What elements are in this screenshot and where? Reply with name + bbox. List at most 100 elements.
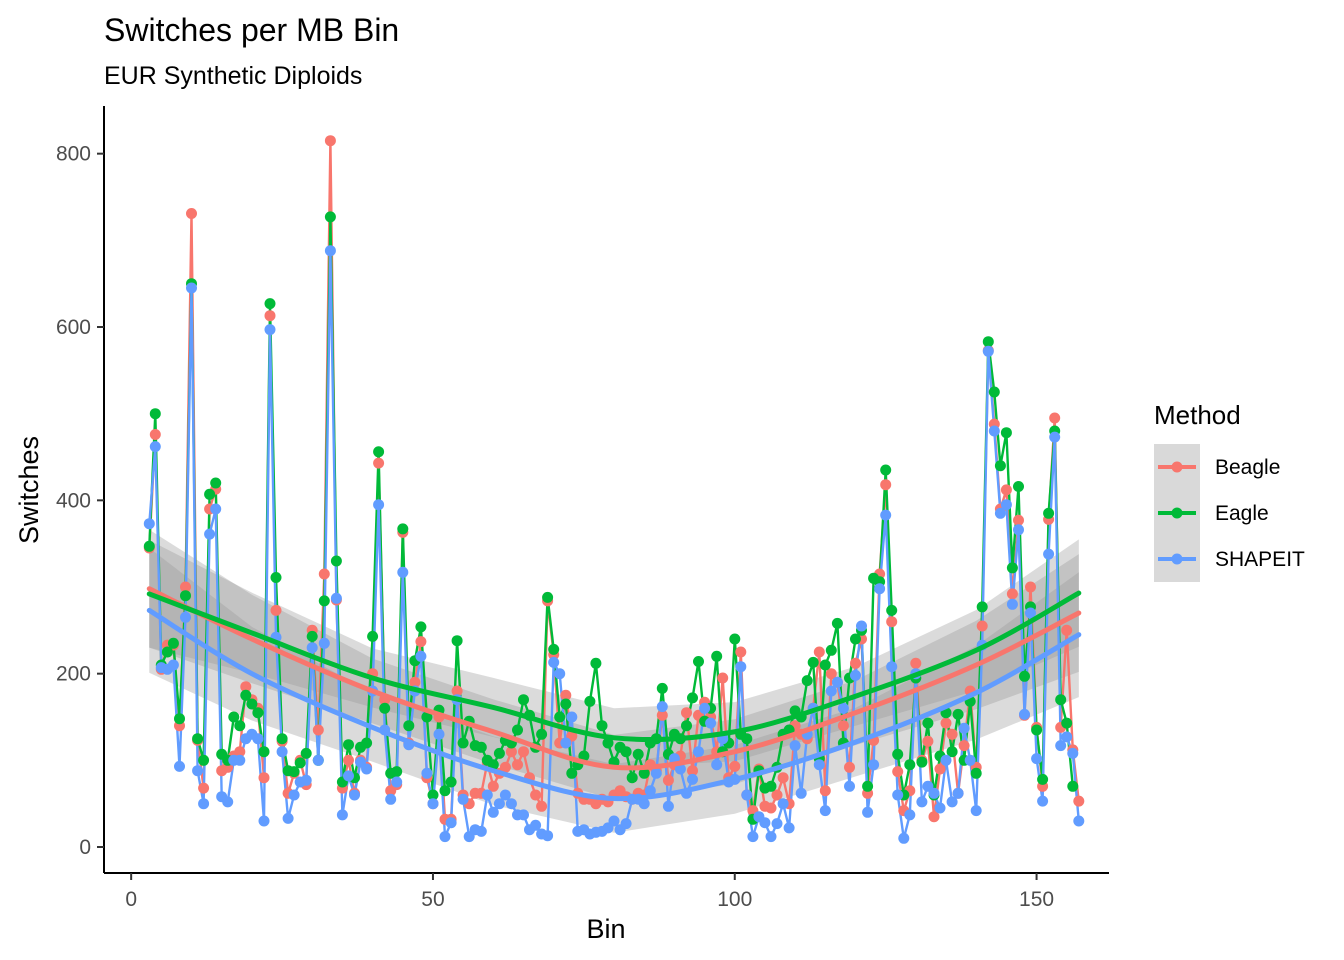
data-point-shapeit bbox=[560, 737, 572, 749]
x-tick-label: 150 bbox=[1019, 888, 1054, 911]
data-point-eagle bbox=[687, 692, 698, 704]
data-point-eagle bbox=[294, 757, 306, 769]
data-point-shapeit bbox=[705, 717, 717, 729]
data-point-shapeit bbox=[1073, 815, 1085, 827]
data-point-eagle bbox=[988, 386, 1000, 398]
data-point-beagle bbox=[1013, 514, 1024, 526]
data-point-shapeit bbox=[662, 800, 674, 812]
data-point-beagle bbox=[656, 709, 668, 721]
data-point-eagle bbox=[379, 702, 391, 714]
data-point-beagle bbox=[487, 780, 499, 792]
data-point-beagle bbox=[687, 765, 698, 777]
data-point-eagle bbox=[620, 746, 632, 758]
data-point-eagle bbox=[922, 717, 934, 729]
data-point-eagle bbox=[590, 657, 602, 669]
data-point-shapeit bbox=[994, 507, 1006, 519]
data-point-eagle bbox=[270, 572, 282, 583]
data-point-eagle bbox=[403, 720, 415, 732]
data-point-eagle bbox=[801, 675, 813, 687]
y-tick-label: 400 bbox=[56, 489, 91, 512]
data-point-beagle bbox=[536, 800, 548, 812]
data-point-beagle bbox=[928, 811, 940, 823]
data-point-shapeit bbox=[868, 759, 880, 771]
data-point-shapeit bbox=[964, 754, 976, 766]
data-point-eagle bbox=[626, 772, 638, 784]
data-point-eagle bbox=[397, 523, 409, 535]
data-point-shapeit bbox=[934, 802, 946, 814]
y-tick-label: 800 bbox=[56, 143, 91, 166]
y-tick-label: 600 bbox=[56, 316, 91, 339]
data-point-eagle bbox=[174, 713, 185, 725]
data-point-eagle bbox=[831, 617, 843, 629]
data-point-shapeit bbox=[149, 441, 161, 453]
data-point-shapeit bbox=[693, 746, 704, 758]
data-point-eagle bbox=[367, 630, 379, 642]
data-point-beagle bbox=[771, 789, 783, 801]
data-point-shapeit bbox=[487, 806, 499, 818]
data-point-shapeit bbox=[361, 763, 373, 775]
data-point-beagle bbox=[318, 568, 330, 580]
legend-key-point bbox=[1171, 553, 1183, 565]
data-point-eagle bbox=[1037, 773, 1049, 785]
data-point-shapeit bbox=[795, 787, 807, 799]
data-point-shapeit bbox=[674, 763, 686, 775]
data-point-eagle bbox=[536, 728, 548, 740]
data-point-shapeit bbox=[349, 789, 360, 801]
data-point-beagle bbox=[240, 681, 252, 693]
data-point-shapeit bbox=[566, 711, 578, 723]
data-point-shapeit bbox=[886, 661, 898, 673]
data-point-shapeit bbox=[783, 822, 795, 834]
data-point-beagle bbox=[976, 620, 988, 632]
data-point-eagle bbox=[602, 737, 614, 749]
data-point-shapeit bbox=[264, 324, 276, 336]
data-point-eagle bbox=[1031, 724, 1043, 736]
data-point-shapeit bbox=[343, 770, 354, 782]
legend-key-point bbox=[1171, 507, 1183, 519]
data-point-beagle bbox=[934, 763, 946, 775]
data-point-shapeit bbox=[759, 817, 771, 829]
data-point-beagle bbox=[312, 724, 324, 736]
data-point-shapeit bbox=[1013, 524, 1024, 536]
data-point-eagle bbox=[819, 659, 831, 671]
data-point-shapeit bbox=[373, 499, 385, 511]
data-point-beagle bbox=[880, 479, 892, 491]
y-tick-label: 200 bbox=[56, 663, 91, 686]
data-point-shapeit bbox=[904, 809, 916, 821]
chart-title: Switches per MB Bin bbox=[104, 12, 399, 48]
data-point-eagle bbox=[542, 591, 554, 603]
data-point-eagle bbox=[246, 698, 258, 710]
trend-line-beagle bbox=[146, 586, 1082, 771]
data-point-beagle bbox=[850, 657, 861, 669]
data-point-shapeit bbox=[620, 818, 632, 830]
data-point-eagle bbox=[451, 635, 463, 647]
data-point-eagle bbox=[656, 682, 668, 694]
data-point-shapeit bbox=[1055, 740, 1067, 752]
data-point-shapeit bbox=[916, 796, 928, 808]
data-point-shapeit bbox=[439, 831, 451, 843]
data-point-beagle bbox=[1073, 795, 1085, 807]
data-point-eagle bbox=[288, 766, 300, 778]
data-point-eagle bbox=[318, 595, 330, 607]
data-point-eagle bbox=[741, 733, 753, 745]
x-axis-title: Bin bbox=[586, 914, 625, 944]
data-point-shapeit bbox=[771, 818, 783, 830]
data-point-shapeit bbox=[258, 815, 270, 827]
data-point-eagle bbox=[264, 298, 276, 310]
data-point-shapeit bbox=[391, 776, 403, 788]
data-point-shapeit bbox=[421, 767, 433, 779]
data-point-eagle bbox=[765, 780, 777, 792]
data-point-eagle bbox=[228, 711, 240, 723]
data-point-beagle bbox=[409, 676, 421, 688]
data-point-eagle bbox=[421, 711, 433, 723]
legend-key-point bbox=[1171, 461, 1183, 473]
data-point-beagle bbox=[922, 735, 934, 747]
data-point-beagle bbox=[186, 208, 197, 219]
data-point-shapeit bbox=[252, 733, 264, 745]
data-point-beagle bbox=[765, 802, 777, 814]
data-point-shapeit bbox=[656, 701, 668, 713]
data-point-eagle bbox=[596, 720, 608, 732]
data-point-shapeit bbox=[548, 656, 560, 668]
data-point-eagle bbox=[373, 446, 385, 458]
data-point-shapeit bbox=[644, 785, 656, 797]
